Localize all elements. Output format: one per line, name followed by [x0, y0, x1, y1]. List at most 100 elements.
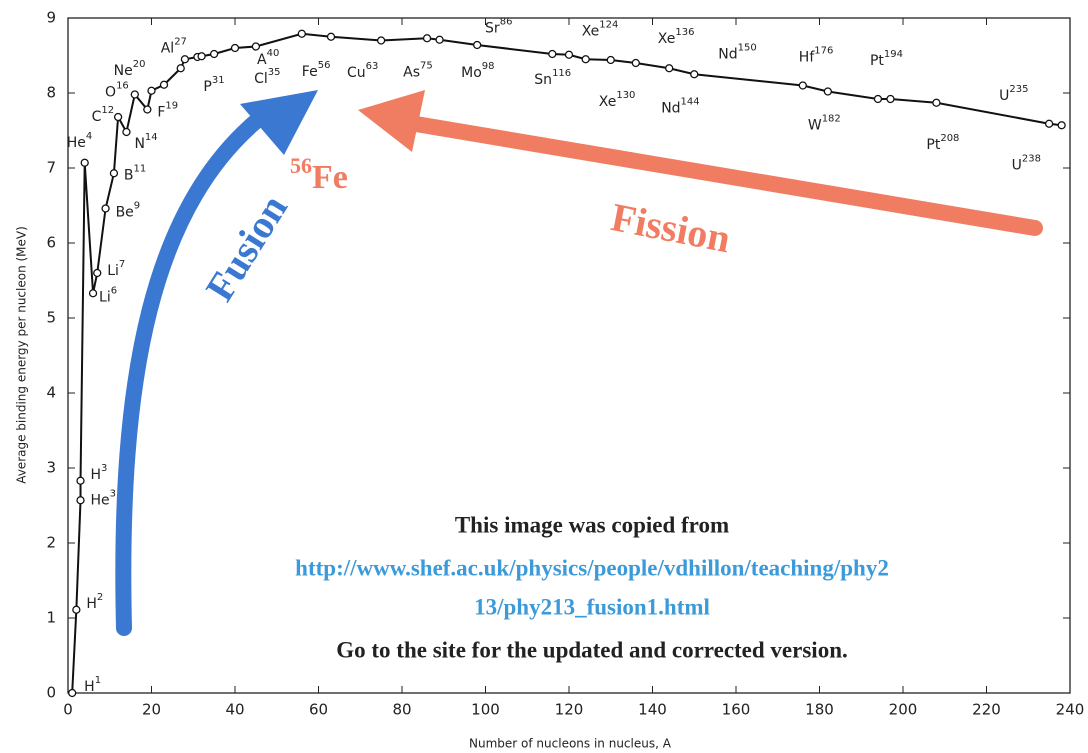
y-tick-label: 5	[46, 309, 56, 327]
point-label: Li6	[99, 285, 117, 305]
point-mass: 3	[101, 463, 107, 474]
data-point	[180, 55, 190, 64]
point-symbol: U	[1012, 157, 1022, 173]
y-tick-label: 9	[46, 9, 56, 27]
point-symbol: Al	[161, 40, 174, 56]
point-symbol: Nd	[718, 46, 737, 62]
point-label: O16	[105, 81, 129, 101]
point-symbol: B	[124, 167, 134, 183]
point-label: Cu63	[347, 61, 378, 81]
point-mass: 27	[174, 36, 187, 47]
y-tick-label: 7	[46, 159, 56, 177]
point-symbol: Cu	[347, 65, 366, 81]
data-point	[101, 204, 110, 213]
x-tick-label: 160	[722, 701, 751, 719]
ticks: 0 20 40 60 80 100 120 140 160 180 200 220 2400123456…	[46, 9, 1084, 719]
point-mass: 11	[134, 163, 147, 174]
x-axis-label: Number of nucleons in nucleus, A	[469, 737, 672, 751]
data-point	[176, 64, 185, 73]
point-label: Pt194	[870, 49, 903, 69]
data-point	[122, 127, 131, 137]
x-tick-label: 20	[142, 701, 161, 719]
point-label: Fe56	[302, 60, 331, 80]
x-tick-label: 120	[555, 701, 584, 719]
data-point	[548, 49, 557, 59]
data-point	[581, 55, 590, 64]
iron-mass: 56	[290, 153, 312, 178]
data-point	[631, 58, 640, 68]
x-tick-label: 100	[471, 701, 500, 719]
point-symbol: F	[157, 105, 165, 121]
fission-arrowhead	[358, 90, 425, 152]
x-tick-label: 180	[805, 701, 834, 719]
point-label: B11	[124, 163, 146, 183]
data-point	[1044, 119, 1054, 128]
point-mass: 235	[1009, 84, 1028, 95]
point-symbol: A	[257, 52, 267, 68]
point-mass: 19	[165, 101, 178, 112]
point-symbol: Pt	[870, 53, 884, 69]
fission-arrow	[402, 115, 1043, 236]
data-point	[1057, 121, 1066, 130]
point-label: U238	[1012, 153, 1041, 173]
data-point	[472, 40, 482, 50]
y-tick-label: 4	[46, 384, 56, 402]
data-point	[209, 49, 219, 59]
point-symbol: Fe	[302, 64, 318, 80]
point-mass: 2	[97, 592, 103, 603]
iron-symbol: Fe	[312, 159, 348, 196]
point-label: U235	[999, 84, 1028, 104]
point-mass: 124	[599, 19, 618, 30]
data-point	[886, 94, 895, 104]
point-mass: 1	[95, 675, 101, 686]
notice-url: 13/phy213_fusion1.html	[474, 594, 710, 619]
point-symbol: U	[999, 88, 1009, 104]
point-symbol: Nd	[661, 100, 680, 116]
y-tick-label: 0	[46, 684, 56, 702]
data-point	[932, 98, 941, 107]
point-label: Pt208	[926, 133, 959, 153]
point-symbol: W	[808, 118, 822, 134]
point-mass: 40	[267, 48, 280, 59]
data-point	[376, 36, 386, 45]
point-mass: 6	[111, 285, 117, 296]
point-symbol: Xe	[599, 94, 617, 110]
x-tick-label: 140	[638, 701, 667, 719]
data-line	[71, 32, 1062, 694]
data-point	[113, 112, 123, 122]
point-symbol: He	[67, 135, 86, 151]
point-symbol: Xe	[582, 23, 600, 39]
data-point	[798, 81, 807, 90]
y-tick-label: 8	[46, 84, 56, 102]
data-point	[823, 87, 832, 96]
point-label: Mo98	[461, 61, 494, 81]
x-tick-label: 0	[63, 701, 73, 719]
point-label: Xe130	[599, 90, 636, 110]
point-symbol: Li	[107, 263, 119, 279]
point-label: Sr86	[485, 16, 512, 36]
point-symbol: Xe	[658, 31, 676, 47]
point-symbol: As	[403, 65, 420, 81]
point-symbol: Be	[116, 205, 134, 221]
y-tick-label: 3	[46, 459, 56, 477]
point-label: Xe124	[582, 19, 619, 39]
point-label: Al27	[161, 36, 187, 56]
x-tick-label: 60	[309, 701, 328, 719]
y-axis-label: Average binding energy per nucleon (MeV)	[15, 226, 29, 484]
point-label: P31	[203, 75, 224, 95]
point-symbol: Hf	[799, 50, 816, 66]
point-mass: 136	[675, 27, 694, 38]
point-symbol: Li	[99, 289, 111, 305]
data-point	[326, 32, 336, 41]
iron-label: 56Fe	[290, 153, 348, 196]
point-symbol: H	[84, 679, 95, 695]
point-symbol: N	[134, 136, 144, 152]
point-mass: 75	[420, 61, 433, 72]
point-mass: 35	[268, 67, 281, 78]
point-label: Ne20	[114, 59, 146, 79]
data-point	[72, 605, 81, 614]
point-label: W182	[808, 114, 841, 134]
point-symbol: H	[86, 596, 97, 612]
point-symbol: He	[91, 492, 110, 508]
y-tick-label: 1	[46, 609, 56, 627]
